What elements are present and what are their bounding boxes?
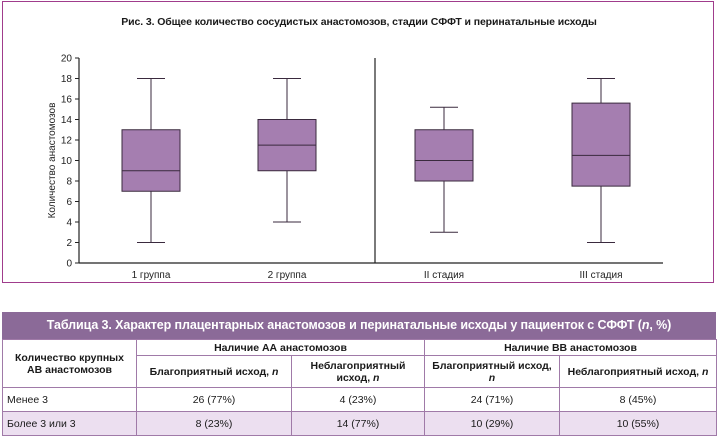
- table-title-n: n: [641, 318, 650, 332]
- col-header-text: Благоприятный исход,: [432, 359, 552, 372]
- col-header-text: Благоприятный исход,: [149, 365, 272, 378]
- col-header-aa-unfavorable: Неблагоприятный исход, n: [291, 355, 425, 388]
- y-tick-label: 8: [66, 177, 72, 188]
- row-header: Количество крупных АВ анастомозов: [15, 351, 124, 376]
- y-tick-label: 6: [66, 197, 72, 208]
- cell-aa-unfavorable: 14 (77%): [291, 411, 425, 436]
- col-header-aa-favorable: Благоприятный исход, n: [136, 355, 292, 388]
- col-header-text: Неблагоприятный исход,: [567, 365, 702, 378]
- table-title-suffix: , %): [649, 318, 672, 332]
- row-label: Менее 3: [2, 387, 137, 412]
- cell-bb-favorable: 10 (29%): [424, 411, 560, 436]
- y-tick-label: 2: [66, 238, 72, 249]
- figure-frame: Рис. 3. Общее количество сосудистых анас…: [2, 1, 714, 283]
- col-header-bb-favorable: Благоприятный исход, n: [424, 355, 560, 388]
- cell-bb-unfavorable: 10 (55%): [559, 411, 717, 436]
- cell-aa-favorable: 26 (77%): [136, 387, 292, 412]
- n-symbol: n: [271, 365, 279, 378]
- cell-aa-favorable: 8 (23%): [136, 411, 292, 436]
- data-table: Количество крупных АВ анастомозов Наличи…: [2, 339, 717, 436]
- x-tick-label: II стадия: [424, 270, 464, 281]
- col-header-text: Неблагоприятный исход,: [310, 359, 406, 384]
- n-symbol: n: [373, 371, 380, 384]
- y-tick-label: 0: [66, 259, 72, 270]
- y-tick-label: 14: [61, 115, 73, 126]
- table-row: Менее 3 26 (77%) 4 (23%) 24 (71%) 8 (45%…: [2, 387, 717, 412]
- x-tick-label: III стадия: [580, 270, 623, 281]
- cell-bb-favorable: 24 (71%): [424, 387, 560, 412]
- table-title: Таблица 3. Характер плацентарных анастом…: [2, 312, 716, 339]
- y-tick-label: 4: [66, 218, 72, 229]
- cell-bb-unfavorable: 8 (45%): [559, 387, 717, 412]
- group-header-bb: Наличие ВВ анастомозов: [424, 339, 717, 356]
- x-tick-label: 1 группа: [132, 270, 171, 281]
- y-tick-label: 10: [61, 156, 73, 167]
- boxplot-chart: 0 2 4 6 8 10 12 14 16 18 20 Количество анастомозов 1…: [47, 54, 663, 281]
- group-header-aa: Наличие АА анастомозов: [136, 339, 425, 356]
- figure-title: Рис. 3. Общее количество сосудистых анас…: [121, 16, 597, 28]
- n-symbol: n: [701, 365, 709, 378]
- y-tick-label: 20: [61, 54, 73, 65]
- n-symbol: n: [488, 371, 496, 384]
- y-tick-label: 12: [61, 136, 73, 147]
- col-header-bb-unfavorable: Неблагоприятный исход, n: [559, 355, 717, 388]
- cell-aa-unfavorable: 4 (23%): [291, 387, 425, 412]
- x-tick-label: 2 группа: [268, 270, 307, 281]
- box-iqr: [414, 129, 474, 182]
- y-tick-label: 16: [61, 95, 73, 106]
- row-label: Более 3 или 3: [2, 411, 137, 436]
- table-row: Более 3 или 3 8 (23%) 14 (77%) 10 (29%) …: [2, 411, 717, 436]
- row-header-cell: Количество крупных АВ анастомозов: [2, 339, 137, 388]
- table-title-prefix: Таблица 3. Характер плацентарных анастом…: [46, 318, 642, 332]
- box-iqr: [121, 129, 181, 192]
- y-axis-label: Количество анастомозов: [47, 103, 58, 219]
- y-tick-label: 18: [61, 74, 73, 85]
- box-iqr: [571, 102, 631, 187]
